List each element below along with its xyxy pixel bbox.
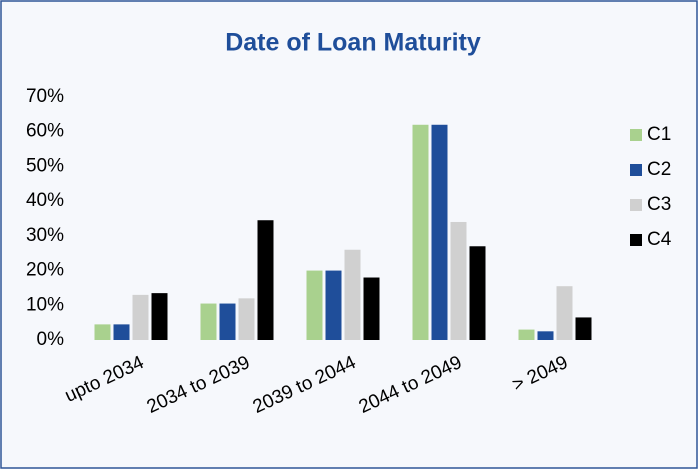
legend-label: C4	[647, 229, 672, 250]
legend-swatch	[630, 164, 642, 176]
bar	[344, 249, 361, 340]
y-tick-label: 30%	[26, 225, 64, 246]
bar	[113, 324, 130, 340]
y-tick-label: 70%	[26, 86, 64, 107]
y-tick-label: 20%	[26, 260, 64, 281]
bar	[200, 303, 217, 340]
bar	[556, 286, 573, 340]
bar	[575, 317, 592, 340]
bar	[431, 124, 448, 341]
bar	[151, 293, 168, 340]
legend-swatch	[630, 129, 642, 141]
bar	[132, 294, 149, 340]
bar	[325, 270, 342, 340]
bar	[363, 277, 380, 340]
bar	[450, 221, 467, 340]
bar	[412, 124, 429, 341]
bar	[306, 270, 323, 340]
bar	[94, 324, 111, 340]
bar	[238, 298, 255, 340]
legend-swatch	[630, 199, 642, 211]
legend-swatch	[630, 234, 642, 246]
bar	[537, 331, 554, 340]
y-tick-label: 10%	[26, 294, 64, 315]
legend-label: C1	[647, 124, 671, 145]
legend-label: C3	[647, 194, 671, 215]
bar	[257, 220, 274, 340]
y-tick-label: 0%	[37, 329, 65, 350]
bar	[219, 303, 236, 340]
bar	[518, 329, 535, 340]
chart-title: Date of Loan Maturity	[225, 29, 481, 57]
y-tick-label: 60%	[26, 121, 64, 142]
y-tick-label: 40%	[26, 190, 64, 211]
bar	[469, 246, 486, 340]
y-tick-label: 50%	[26, 155, 64, 176]
legend-label: C2	[647, 159, 671, 180]
